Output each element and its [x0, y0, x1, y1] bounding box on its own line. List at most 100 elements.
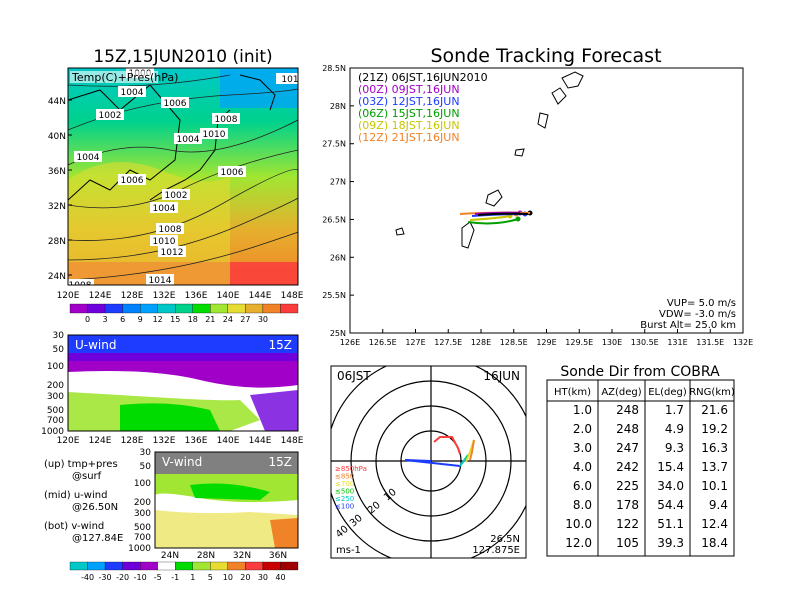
lat-tick-label: 28.5N — [322, 64, 346, 73]
table-cell: 10.1 — [701, 479, 728, 493]
pressure-tick-label: 30 — [53, 331, 65, 341]
pressure-tick-label: 200 — [47, 381, 64, 391]
table-cell: 16.3 — [701, 441, 728, 455]
forecast-legend-entry: (12Z) 21JST,16JUN — [358, 131, 460, 144]
pressure-tick-label: 100 — [134, 479, 151, 489]
colorbar-swatch — [227, 561, 246, 571]
table-cell: 34.0 — [657, 479, 684, 493]
isobar-label: 1004 — [121, 88, 144, 98]
pressure-tick-label: 50 — [53, 345, 65, 355]
lat-tick-label: 24N — [161, 551, 179, 561]
left-notes: (up) tmp+pres@surf (mid) u-wind@26.50N (bo… — [44, 459, 123, 544]
pressure-tick-label: 200 — [134, 498, 151, 508]
lat-tick-label: 25.5N — [322, 291, 346, 300]
hodograph — [404, 436, 475, 467]
colorbar-label: -1 — [171, 573, 179, 582]
lat-tick-label: 36N — [269, 551, 287, 561]
lat-tick-label: 28N — [330, 102, 346, 111]
table-cell: 247 — [616, 441, 639, 455]
u-wind-label: U-wind — [75, 338, 116, 352]
colorbar-swatch — [140, 561, 158, 571]
table-cell: 178 — [616, 498, 639, 512]
table-cell: 122 — [616, 517, 639, 531]
colorbar-swatch — [245, 561, 264, 571]
table-cell: 105 — [616, 536, 639, 550]
isobar-label: 1004 — [153, 204, 176, 214]
map-label: Temp(C)+Pres(hPa) — [71, 71, 178, 84]
lon-tick-label: 144E — [249, 436, 272, 446]
height-legend-entry: ≤700 — [335, 480, 354, 488]
isobar-label: 1006 — [221, 168, 244, 178]
table-header: AZ(deg) — [601, 387, 641, 398]
lon-tick-label: 148E — [281, 436, 304, 446]
colorbar-label: -40 — [81, 573, 94, 582]
table-cell: 9.4 — [709, 498, 728, 512]
colorbar-swatch — [210, 303, 228, 314]
colorbar-swatch — [157, 561, 176, 571]
lat-tick-label: 24N — [48, 272, 66, 282]
polar-unit: ms-1 — [336, 545, 361, 556]
lon-tick-label: 124E — [89, 291, 112, 301]
isobar-label: 101 — [281, 75, 298, 85]
colorbar-label: 1 — [190, 573, 195, 582]
colorbar-label: -10 — [134, 573, 147, 582]
lat-tick-label: 27N — [330, 178, 346, 187]
table-cell: 15.4 — [657, 460, 684, 474]
colorbar-swatch — [210, 561, 228, 571]
table-cell: 6.0 — [573, 479, 592, 493]
lon-tick-label: 126E — [340, 338, 360, 347]
lon-tick-label: 132E — [153, 291, 176, 301]
colorbar-swatch — [122, 561, 141, 571]
colorbar-label: -20 — [116, 573, 129, 582]
colorbar-label: -30 — [99, 573, 112, 582]
isobar-label: 1002 — [99, 111, 122, 121]
colorbar-label: 40 — [275, 573, 285, 582]
colorbar-label: -5 — [154, 573, 162, 582]
isobar-label: 1002 — [165, 191, 188, 201]
lon-tick-label: 128E — [471, 338, 491, 347]
table-cell: 248 — [616, 422, 639, 436]
lon-tick-label: 120E — [57, 436, 80, 446]
colorbar-swatch — [69, 303, 88, 314]
colorbar-label: 12 — [153, 315, 163, 324]
forecast-legend-entry: (03Z) 12JST,16JUN — [358, 95, 460, 108]
note-line: (bot) v-wind — [44, 521, 104, 532]
lat-tick-label: 32N — [48, 202, 66, 212]
lat-tick-label: 26.5N — [322, 215, 346, 224]
v-wind-frame — [154, 451, 299, 549]
colorbar-swatch — [157, 303, 176, 314]
isobar-label: 1008 — [215, 115, 238, 125]
colorbar-label: 30 — [258, 573, 268, 582]
forecast-param: VDW= -3.0 m/s — [659, 309, 736, 320]
colorbar-label: 10 — [223, 573, 233, 582]
table-cell: 54.4 — [657, 498, 684, 512]
table-cell: 1.7 — [665, 403, 684, 417]
table-cell: 13.7 — [701, 460, 728, 474]
pressure-tick-label: 500 — [134, 523, 151, 533]
lon-tick-label: 127E — [405, 338, 425, 347]
colorbar-label: 6 — [120, 315, 125, 324]
lat-tick-label: 27.5N — [322, 140, 346, 149]
lat-tick-label: 40N — [48, 132, 66, 142]
isobar-label: 1012 — [161, 248, 184, 258]
note-line: @surf — [72, 471, 102, 482]
polar-lon: 127.875E — [472, 545, 520, 556]
lat-tick-label: 28N — [197, 551, 215, 561]
lon-tick-label: 130.5E — [631, 338, 659, 347]
pressure-tick-label: 500 — [47, 406, 64, 416]
map-lat-ticks: 44N 40N 36N 32N 28N 24N — [48, 97, 72, 282]
colorbar-swatch — [280, 303, 299, 314]
lon-tick-label: 128E — [121, 291, 144, 301]
lon-tick-label: 148E — [281, 291, 304, 301]
table-cell: 12.0 — [565, 536, 592, 550]
lon-tick-label: 140E — [217, 291, 240, 301]
table-cell: 225 — [616, 479, 639, 493]
note-line: @26.50N — [72, 502, 118, 513]
u-wind-time: 15Z — [269, 338, 293, 352]
u-wind-frame — [67, 334, 299, 432]
wind-colorbar: -40 -30 -20 -10 -5 -1 1 5 10 20 30 40 — [69, 561, 299, 582]
lon-tick-label: 132E — [733, 338, 753, 347]
